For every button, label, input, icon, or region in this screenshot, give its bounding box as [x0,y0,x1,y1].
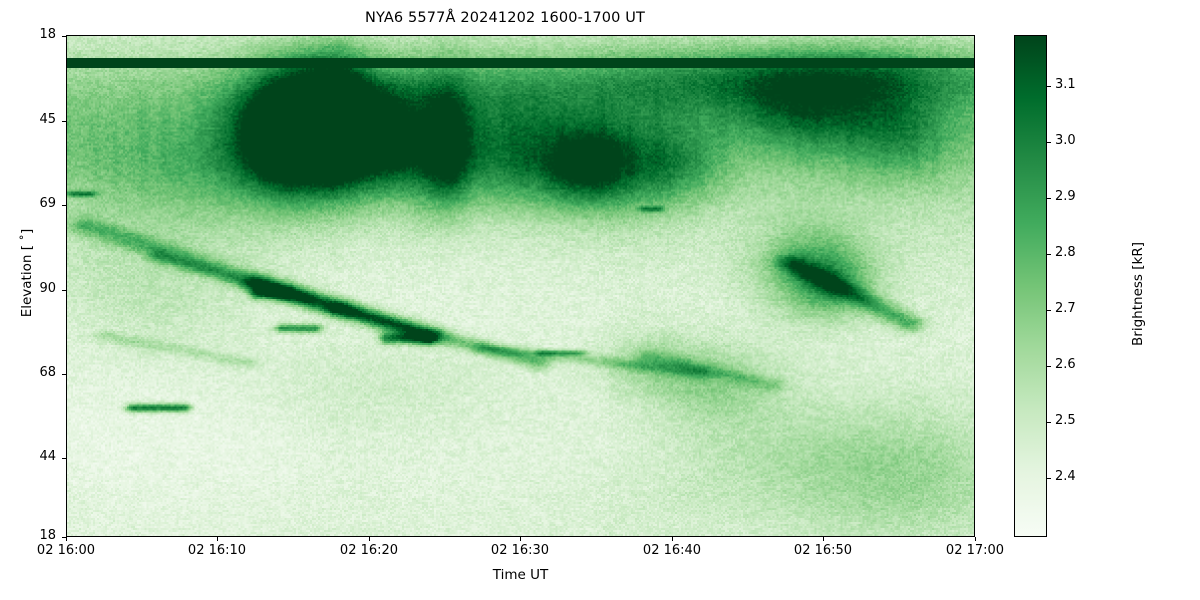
colorbar-tick-mark [1047,365,1051,367]
colorbar-tick-mark [1047,421,1051,423]
x-tick-mark [368,537,370,541]
colorbar-tick-label: 2.4 [1055,469,1076,484]
keogram-heatmap-image [67,36,974,536]
colorbar-tick-mark [1047,253,1051,255]
colorbar-tick-mark [1047,309,1051,311]
colorbar-tick-mark [1047,477,1051,479]
y-tick-label: 68 [39,365,56,380]
x-tick-mark [822,537,824,541]
y-tick-mark [62,120,66,122]
x-tick-label: 02 17:00 [945,543,1005,558]
colorbar-tick-label: 2.9 [1055,189,1076,204]
x-tick-mark [65,537,67,541]
colorbar-tick-mark [1047,197,1051,199]
colorbar-tick-label: 3.1 [1055,77,1076,92]
colorbar-tick-mark [1047,85,1051,87]
colorbar-gradient [1015,36,1046,536]
colorbar-label: Brightness [kR] [1130,242,1146,346]
x-tick-label: 02 16:30 [490,543,550,558]
x-tick-mark [974,537,976,541]
colorbar-tick-label: 2.7 [1055,301,1076,316]
colorbar-tick-label: 3.0 [1055,133,1076,148]
x-tick-label: 02 16:50 [793,543,853,558]
y-tick-mark [62,35,66,37]
colorbar-tick-label: 2.8 [1055,245,1076,260]
x-axis-label: Time UT [492,567,549,583]
y-tick-mark [62,536,66,538]
y-tick-mark [62,373,66,375]
x-tick-label: 02 16:00 [36,543,96,558]
colorbar-tick-label: 2.6 [1055,357,1076,372]
y-tick-label: 90 [39,281,56,296]
keogram-plot-area [66,35,975,537]
y-tick-label: 18 [39,528,56,543]
y-tick-label: 44 [39,449,56,464]
colorbar-tick-mark [1047,141,1051,143]
y-tick-label: 18 [39,27,56,42]
colorbar-tick-label: 2.5 [1055,413,1076,428]
chart-title: NYA6 5577Å 20241202 1600-1700 UT [364,10,646,26]
x-tick-label: 02 16:40 [642,543,702,558]
y-axis-label: Elevation [ ˚] [19,228,35,318]
x-tick-label: 02 16:20 [339,543,399,558]
colorbar [1014,35,1047,537]
y-tick-mark [62,204,66,206]
y-tick-mark [62,289,66,291]
y-tick-label: 69 [39,196,56,211]
x-tick-label: 02 16:10 [187,543,247,558]
x-tick-mark [216,537,218,541]
y-tick-mark [62,457,66,459]
x-tick-mark [671,537,673,541]
x-tick-mark [519,537,521,541]
y-tick-label: 45 [39,112,56,127]
